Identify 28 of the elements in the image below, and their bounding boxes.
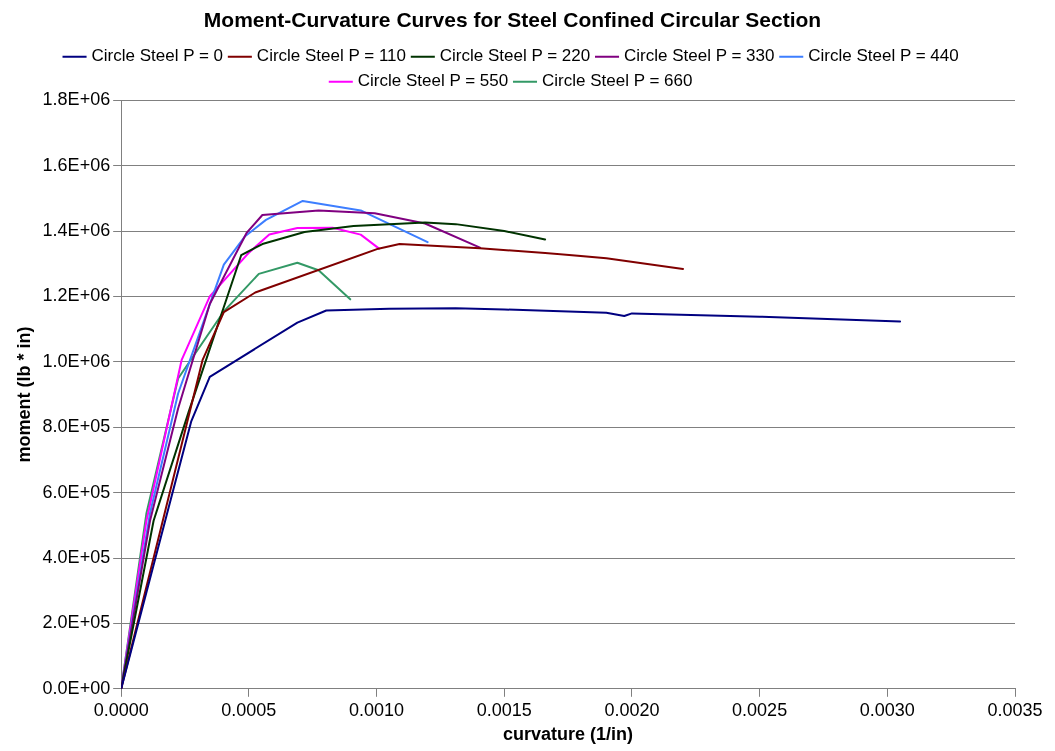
y-tick-label: 1.4E+06 (42, 219, 111, 240)
chart-title: Moment-Curvature Curves for Steel Confined Circular Section (203, 8, 822, 32)
x-tick-label: 0.0030 (859, 699, 915, 720)
x-tick-label: 0.0035 (987, 699, 1043, 720)
y-tick-label: 1.6E+06 (42, 154, 111, 175)
legend-label: Circle Steel P = 330 (624, 46, 775, 66)
legend-label: Circle Steel P = 660 (542, 71, 693, 91)
legend-label: Circle Steel P = 220 (439, 46, 591, 66)
x-tick-label: 0.0005 (221, 699, 277, 720)
y-tick-label: 8.0E+05 (42, 416, 111, 437)
x-tick-label: 0.0000 (93, 699, 149, 720)
x-tick-label: 0.0020 (604, 699, 660, 720)
x-axis-title: curvature (1/in) (503, 724, 634, 745)
y-tick-label: 1.2E+06 (42, 285, 111, 306)
y-tick-label: 2.0E+05 (42, 612, 111, 633)
legend-label: Circle Steel P = 110 (256, 46, 407, 66)
legend-label: Circle Steel P = 550 (357, 71, 509, 91)
legend-label: Circle Steel P = 0 (91, 46, 224, 66)
x-tick-label: 0.0010 (349, 699, 405, 720)
legend-label: Circle Steel P = 440 (808, 46, 959, 66)
y-tick-label: 4.0E+05 (42, 546, 111, 567)
y-tick-label: 0.0E+00 (42, 677, 111, 698)
y-tick-label: 1.0E+06 (42, 350, 111, 371)
x-tick-label: 0.0015 (476, 699, 532, 720)
y-tick-label: 6.0E+05 (42, 481, 111, 502)
y-axis-title: moment (lb * in) (13, 326, 34, 463)
y-tick-label: 1.8E+06 (42, 89, 111, 110)
x-tick-label: 0.0025 (732, 699, 788, 720)
